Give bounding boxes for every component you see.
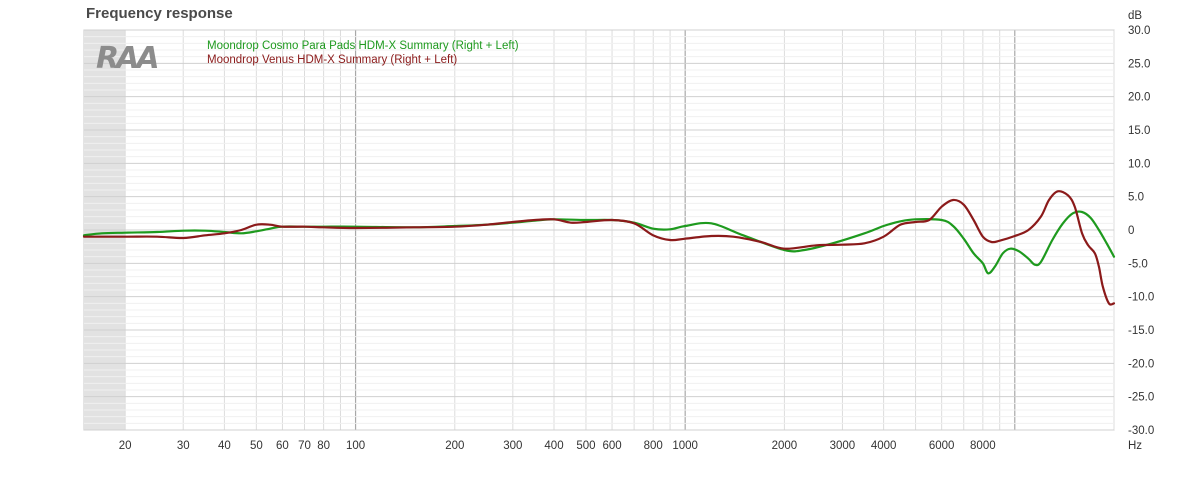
y-axis-unit: dB <box>1128 10 1142 22</box>
x-tick-label: 8000 <box>970 440 996 452</box>
x-axis-tick-labels: 20 30 40 50 60 70 80 100 200 300 400 500 600 800 1000 2… <box>119 440 996 452</box>
y-tick-label: -15.0 <box>1128 325 1154 337</box>
y-tick-label: -20.0 <box>1128 358 1154 370</box>
legend-entry-1: Moondrop Cosmo Para Pads HDM-X Summary (… <box>207 40 519 52</box>
series-line-2 <box>82 190 1116 306</box>
logo: RAA <box>96 41 160 76</box>
x-tick-label: 500 <box>576 440 595 452</box>
x-tick-label: 40 <box>218 440 231 452</box>
x-tick-label: 400 <box>544 440 563 452</box>
y-tick-label: -25.0 <box>1128 392 1154 404</box>
x-tick-label: 50 <box>250 440 263 452</box>
y-tick-label: 30.0 <box>1128 25 1150 37</box>
y-tick-label: 15.0 <box>1128 125 1150 137</box>
y-tick-label: 5.0 <box>1128 192 1144 204</box>
y-tick-label: -5.0 <box>1128 258 1148 270</box>
legend-entry-2: Moondrop Venus HDM-X Summary (Right + Le… <box>207 54 457 66</box>
x-tick-label: 600 <box>602 440 621 452</box>
logo-text: RAA <box>96 41 157 76</box>
grid-lines <box>84 29 1115 431</box>
x-axis-unit: Hz <box>1128 440 1142 452</box>
x-tick-label: 200 <box>445 440 464 452</box>
chart-title: Frequency response <box>86 5 233 22</box>
x-tick-label: 6000 <box>929 440 955 452</box>
x-tick-label: 60 <box>276 440 289 452</box>
y-tick-label: 0 <box>1128 225 1134 237</box>
legend: Moondrop Cosmo Para Pads HDM-X Summary (… <box>207 40 519 66</box>
series-lines <box>82 190 1116 306</box>
y-tick-label: 10.0 <box>1128 158 1150 170</box>
y-tick-label: -30.0 <box>1128 425 1154 437</box>
x-tick-label: 100 <box>346 440 365 452</box>
x-tick-label: 3000 <box>830 440 856 452</box>
x-tick-label: 1000 <box>672 440 698 452</box>
y-tick-label: 20.0 <box>1128 92 1150 104</box>
x-tick-label: 4000 <box>871 440 897 452</box>
x-tick-label: 300 <box>503 440 522 452</box>
x-tick-label: 30 <box>177 440 190 452</box>
x-tick-label: 2000 <box>772 440 798 452</box>
x-tick-label: 80 <box>317 440 330 452</box>
y-tick-label: 25.0 <box>1128 58 1150 70</box>
x-tick-label: 800 <box>644 440 663 452</box>
y-axis-tick-labels: 30.0 25.0 20.0 15.0 10.0 5.0 0 -5.0 -10.0 -15.0 -2… <box>1128 25 1154 437</box>
y-tick-label: -10.0 <box>1128 292 1154 304</box>
x-tick-label: 20 <box>119 440 132 452</box>
x-tick-label: 70 <box>298 440 311 452</box>
